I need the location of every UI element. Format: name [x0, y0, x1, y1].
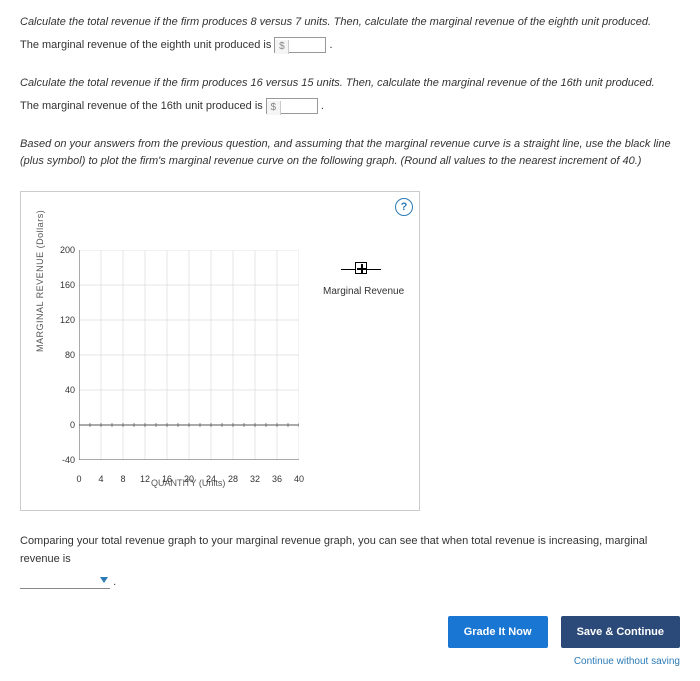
x-tick-label: 24	[206, 474, 216, 484]
compare-answer-line: .	[20, 574, 680, 592]
q1-answer-prefix: The marginal revenue of the eighth unit …	[20, 39, 271, 51]
y-tick-label: 80	[65, 350, 75, 360]
y-tick-label: 40	[65, 385, 75, 395]
q2-input[interactable]	[281, 99, 317, 113]
y-tick-label: 120	[60, 315, 75, 325]
x-tick-label: 12	[140, 474, 150, 484]
q1-answer-line: The marginal revenue of the eighth unit …	[20, 37, 680, 54]
legend-label: Marginal Revenue	[323, 286, 404, 297]
y-axis-label: MARGINAL REVENUE (Dollars)	[35, 210, 45, 352]
compare-dropdown[interactable]	[20, 575, 110, 589]
button-row: Grade It Now Save & Continue	[20, 616, 680, 648]
continue-without-saving-link[interactable]: Continue without saving	[20, 656, 680, 667]
chart-svg	[79, 250, 299, 460]
q3-prompt: Based on your answers from the previous …	[20, 136, 680, 169]
graph-panel: ? MARGINAL REVENUE (Dollars) QUANTITY (U…	[20, 191, 420, 511]
chevron-down-icon	[100, 577, 108, 583]
x-tick-label: 0	[76, 474, 81, 484]
compare-question: Comparing your total revenue graph to yo…	[20, 533, 680, 568]
q1-input[interactable]	[289, 38, 325, 52]
currency-symbol: $	[275, 40, 289, 54]
x-tick-label: 36	[272, 474, 282, 484]
question-2: Calculate the total revenue if the firm …	[20, 75, 680, 114]
question-3: Based on your answers from the previous …	[20, 136, 680, 169]
q2-prompt: Calculate the total revenue if the firm …	[20, 75, 680, 92]
y-tick-label: 200	[60, 245, 75, 255]
x-tick-label: 4	[98, 474, 103, 484]
compare-after: .	[113, 576, 116, 588]
grade-button[interactable]: Grade It Now	[448, 616, 548, 648]
question-1: Calculate the total revenue if the firm …	[20, 14, 680, 53]
plus-icon	[355, 262, 367, 274]
help-icon[interactable]: ?	[395, 198, 413, 216]
x-tick-label: 28	[228, 474, 238, 484]
y-tick-label: 160	[60, 280, 75, 290]
y-tick-label: 0	[70, 420, 75, 430]
chart-area[interactable]: -40040801201602000481216202428323640	[79, 250, 299, 460]
currency-symbol: $	[267, 101, 281, 115]
compare-text: Comparing your total revenue graph to yo…	[20, 535, 647, 565]
x-tick-label: 16	[162, 474, 172, 484]
y-tick-label: -40	[62, 455, 75, 465]
x-tick-label: 20	[184, 474, 194, 484]
x-tick-label: 40	[294, 474, 304, 484]
legend-symbol[interactable]	[341, 262, 381, 277]
save-continue-button[interactable]: Save & Continue	[561, 616, 680, 648]
q2-answer-prefix: The marginal revenue of the 16th unit pr…	[20, 100, 263, 112]
q2-input-wrap: $	[266, 98, 318, 114]
x-tick-label: 32	[250, 474, 260, 484]
q2-answer-line: The marginal revenue of the 16th unit pr…	[20, 98, 680, 115]
q1-prompt: Calculate the total revenue if the firm …	[20, 14, 680, 31]
q1-input-wrap: $	[274, 37, 326, 53]
x-tick-label: 8	[120, 474, 125, 484]
